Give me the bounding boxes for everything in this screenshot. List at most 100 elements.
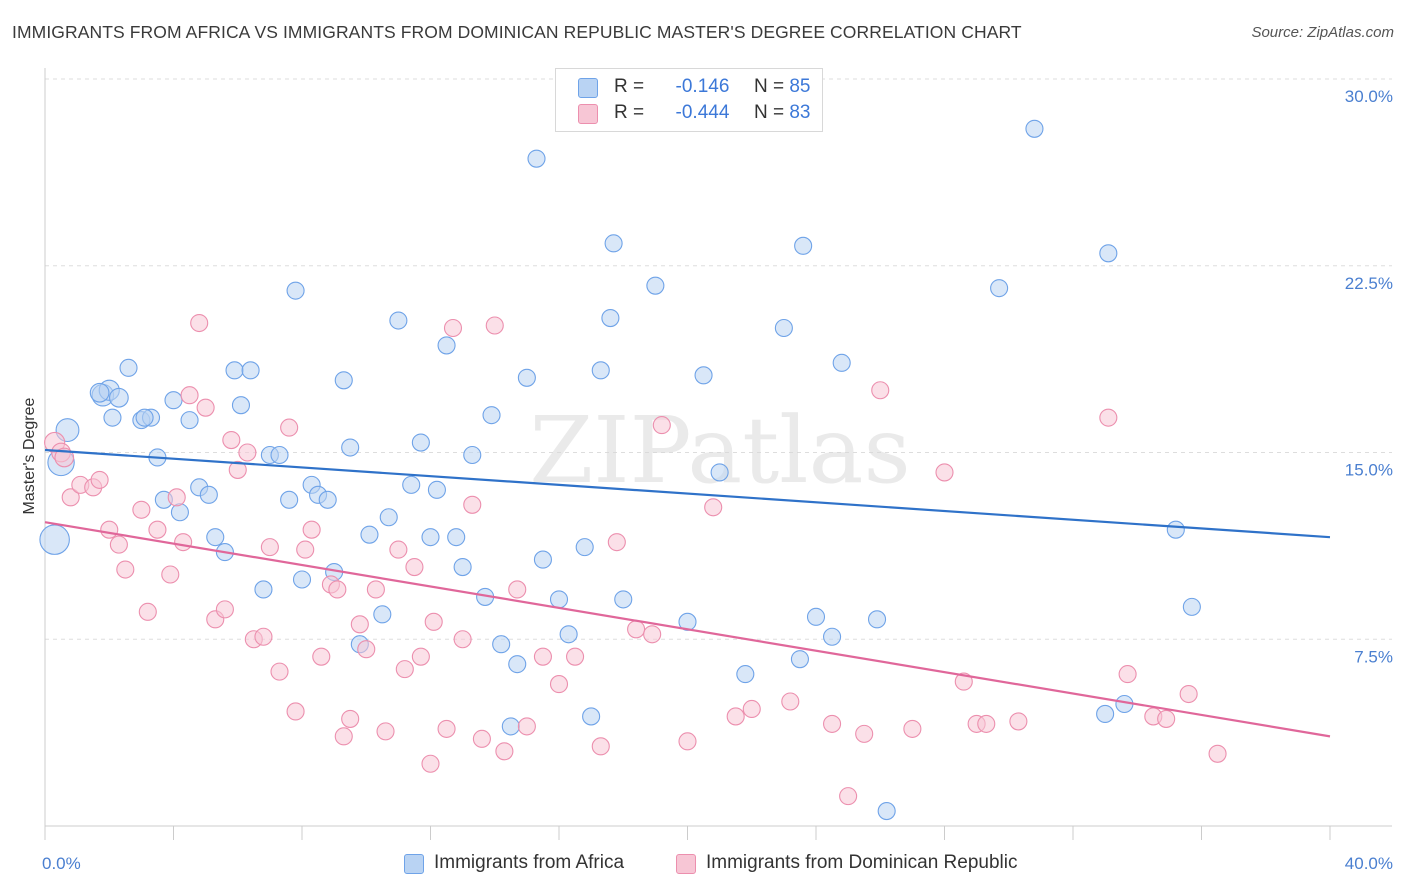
point-s0-29 [292, 570, 312, 589]
point-s1-40 [376, 722, 395, 741]
point-s0-39 [379, 508, 398, 527]
point-s1-20 [215, 600, 234, 619]
r-label: R = [614, 102, 645, 123]
point-s1-43 [405, 557, 424, 577]
point-s1-36 [341, 709, 360, 728]
r-value-dominican: -0.444 [675, 102, 730, 123]
point-s0-32 [318, 490, 337, 509]
point-s0-6 [109, 387, 129, 408]
point-s0-26 [270, 445, 289, 465]
point-s1-64 [678, 732, 697, 751]
point-s0-11 [135, 408, 154, 427]
point-s0-41 [402, 475, 421, 494]
point-s1-72 [871, 381, 890, 400]
point-s1-6 [90, 470, 109, 489]
point-s1-54 [508, 580, 527, 599]
r-label: R = [614, 76, 645, 97]
point-s1-68 [781, 692, 800, 711]
x-tick-label-0: 0.0% [42, 854, 81, 873]
point-s0-0 [39, 524, 70, 555]
point-s0-24 [254, 580, 273, 599]
point-s1-71 [855, 724, 874, 743]
point-s1-67 [742, 699, 761, 719]
point-s1-15 [174, 533, 193, 552]
point-s1-38 [357, 640, 376, 659]
point-s0-15 [170, 503, 189, 522]
point-s0-74 [823, 627, 842, 646]
point-s0-68 [710, 463, 729, 482]
y-tick-label-2: 22.5% [1345, 274, 1393, 293]
point-s1-84 [1157, 709, 1176, 728]
point-s0-22 [231, 396, 251, 415]
point-s0-60 [582, 707, 601, 726]
point-s0-64 [614, 590, 633, 609]
point-s0-44 [427, 480, 446, 499]
point-s0-37 [360, 525, 379, 544]
point-s1-30 [296, 540, 315, 559]
point-s1-21 [222, 430, 241, 450]
point-s1-44 [411, 647, 430, 666]
point-s1-29 [286, 702, 305, 721]
point-s0-56 [533, 550, 552, 569]
point-s0-14 [164, 391, 183, 410]
point-s1-62 [643, 625, 662, 644]
point-s1-23 [238, 443, 257, 462]
point-s0-23 [241, 361, 260, 380]
point-s1-25 [254, 627, 273, 646]
point-s1-45 [421, 754, 440, 773]
r-value-africa: -0.146 [675, 76, 730, 97]
point-s0-67 [694, 366, 713, 385]
point-s1-69 [823, 714, 842, 733]
chart-title: IMMIGRANTS FROM AFRICA VS IMMIGRANTS FRO… [12, 22, 1022, 42]
point-s0-75 [832, 353, 851, 372]
point-s0-19 [206, 528, 225, 547]
point-s1-35 [334, 727, 353, 746]
point-s0-65 [646, 276, 665, 295]
point-s1-41 [389, 540, 408, 559]
point-s0-80 [1099, 244, 1118, 263]
y-tick-label-1: 15.0% [1345, 461, 1393, 480]
point-s0-28 [286, 281, 305, 300]
point-s0-45 [437, 336, 456, 355]
point-s0-42 [411, 433, 430, 452]
point-s1-13 [161, 565, 180, 584]
point-s1-7 [100, 520, 119, 539]
x-tick-label-1: 40.0% [1345, 854, 1393, 873]
point-s1-77 [977, 714, 996, 733]
trend-line-s0 [44, 448, 1331, 539]
source-credit: Source: ZipAtlas.com [1251, 24, 1394, 41]
point-s1-65 [704, 498, 723, 517]
point-s1-63 [652, 416, 671, 435]
x-tick-labels: 0.0% 40.0% [42, 854, 1393, 873]
point-s1-10 [132, 500, 151, 519]
point-s0-18 [199, 485, 218, 504]
point-s1-57 [549, 675, 569, 694]
legend-text-africa: R = -0.146 N = 85 [614, 76, 810, 98]
point-s1-2 [54, 447, 75, 468]
point-s0-40 [389, 311, 408, 330]
point-s1-11 [138, 602, 157, 621]
point-s1-50 [463, 495, 482, 514]
point-s1-26 [260, 538, 279, 557]
point-s1-42 [395, 660, 414, 679]
point-s1-47 [437, 719, 456, 738]
point-s0-61 [591, 361, 610, 380]
point-s1-66 [726, 707, 745, 726]
point-s1-60 [607, 533, 626, 552]
point-s0-43 [421, 528, 440, 547]
point-s0-47 [453, 557, 472, 577]
point-s1-14 [167, 488, 186, 507]
axes [44, 68, 1392, 840]
point-s1-79 [1099, 408, 1118, 427]
point-s0-78 [1025, 119, 1044, 138]
point-s1-83 [1208, 744, 1227, 763]
trend-lines [44, 448, 1331, 738]
point-s0-27 [280, 490, 299, 509]
y-tick-label-3: 30.0% [1345, 87, 1393, 106]
point-s1-48 [443, 318, 463, 338]
point-s0-55 [527, 149, 546, 168]
point-s0-8 [119, 358, 138, 377]
point-s1-55 [517, 717, 536, 736]
point-s1-52 [485, 316, 504, 335]
series-africa-points [39, 119, 1201, 821]
